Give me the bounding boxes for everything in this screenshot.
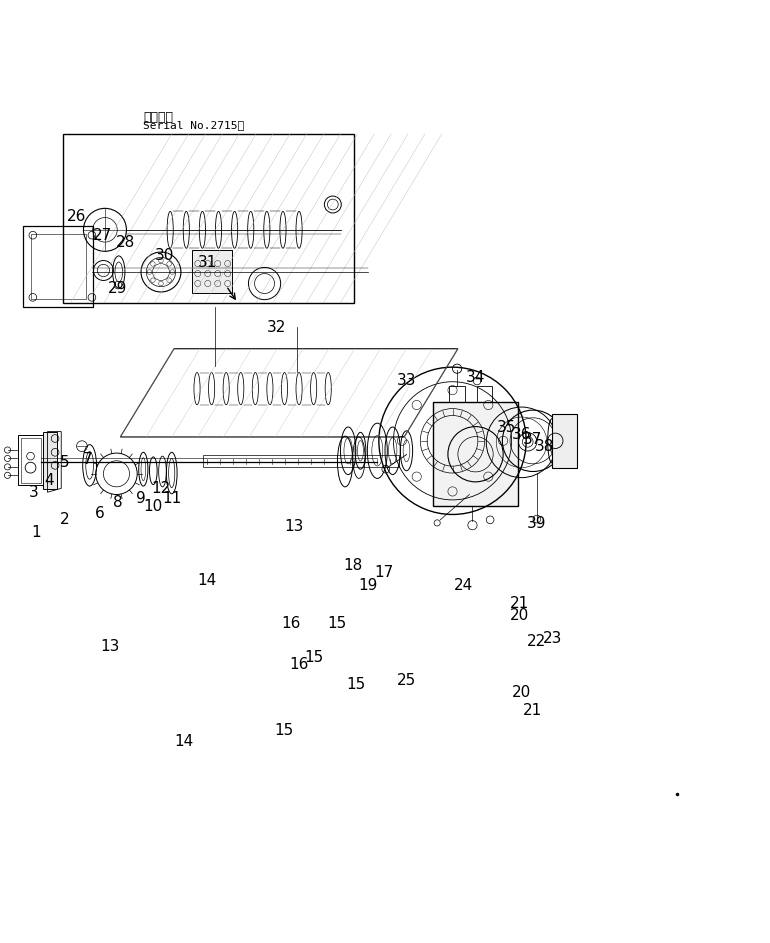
Text: 29: 29: [109, 281, 128, 296]
Bar: [23, 226, 93, 306]
Text: 通用号機: 通用号機: [143, 111, 173, 124]
Text: Serial No.2715～: Serial No.2715～: [143, 120, 245, 130]
Text: 33: 33: [397, 373, 417, 389]
Bar: [192, 250, 232, 292]
Text: 20: 20: [512, 685, 531, 700]
Bar: [477, 386, 492, 403]
Text: 6: 6: [95, 506, 105, 521]
Text: 13: 13: [285, 520, 304, 535]
Text: 4: 4: [44, 473, 54, 488]
Text: 15: 15: [346, 677, 366, 692]
Text: 25: 25: [397, 672, 416, 687]
Bar: [21, 438, 41, 483]
Text: 19: 19: [358, 577, 378, 592]
Text: 38: 38: [535, 439, 554, 455]
Text: 12: 12: [152, 481, 171, 496]
Bar: [31, 234, 85, 299]
Text: 16: 16: [290, 657, 309, 672]
Text: 15: 15: [328, 616, 347, 631]
Text: 17: 17: [374, 565, 393, 580]
Text: 23: 23: [543, 631, 562, 646]
Bar: [203, 455, 399, 467]
Text: 2: 2: [59, 511, 69, 526]
Text: 1: 1: [31, 525, 41, 540]
Text: 13: 13: [101, 639, 120, 653]
Text: 30: 30: [154, 248, 174, 263]
Text: 31: 31: [197, 256, 216, 271]
Text: 9: 9: [136, 491, 146, 505]
Text: 36: 36: [512, 427, 531, 442]
Text: 5: 5: [59, 455, 69, 470]
Text: 35: 35: [497, 420, 516, 435]
Bar: [433, 403, 518, 506]
Text: 15: 15: [274, 723, 293, 738]
Text: 22: 22: [527, 635, 547, 650]
Text: 15: 15: [305, 650, 324, 665]
Text: 10: 10: [144, 499, 163, 514]
Text: 26: 26: [67, 209, 86, 224]
Text: 32: 32: [266, 320, 286, 335]
Text: 7: 7: [82, 453, 92, 468]
Bar: [63, 134, 354, 303]
Text: 14: 14: [197, 573, 216, 587]
Text: 24: 24: [454, 577, 473, 592]
Text: 37: 37: [523, 432, 542, 447]
Text: 14: 14: [174, 734, 193, 749]
Text: 34: 34: [466, 371, 485, 386]
Text: 21: 21: [510, 596, 529, 611]
Bar: [552, 414, 577, 468]
Text: 28: 28: [116, 236, 136, 251]
Bar: [450, 386, 465, 403]
Text: 16: 16: [282, 616, 301, 631]
Text: 11: 11: [162, 491, 182, 505]
Bar: [18, 436, 43, 486]
Text: 3: 3: [28, 486, 38, 501]
Text: 39: 39: [527, 516, 547, 531]
Text: 18: 18: [343, 557, 363, 572]
Text: 27: 27: [93, 227, 112, 242]
Bar: [43, 432, 57, 489]
Text: 20: 20: [510, 608, 529, 623]
Text: 8: 8: [113, 495, 123, 509]
Text: 21: 21: [523, 703, 542, 719]
